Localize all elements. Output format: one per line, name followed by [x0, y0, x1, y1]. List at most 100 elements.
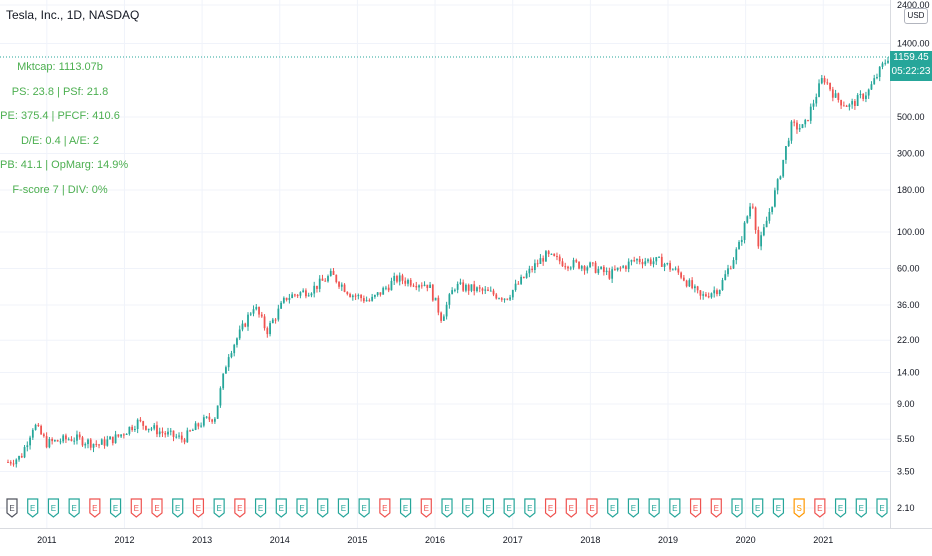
earnings-marker-label: E — [776, 504, 781, 513]
time-axis[interactable]: 2011 2012 2013 2014 2015 2016 2017 2018 2019 2020… — [0, 528, 932, 551]
earnings-marker[interactable]: E — [172, 498, 184, 518]
earnings-marker[interactable]: E — [565, 498, 577, 518]
candle-body — [859, 94, 862, 96]
candle-body — [305, 290, 307, 297]
candle-body — [815, 96, 818, 104]
earnings-marker[interactable]: E — [814, 498, 826, 518]
candle-body — [249, 313, 252, 315]
candle-body — [233, 344, 236, 354]
earnings-marker[interactable]: E — [462, 498, 474, 518]
candle-body — [710, 293, 713, 298]
earnings-marker[interactable]: E — [482, 498, 495, 518]
earnings-marker[interactable]: E — [358, 498, 370, 518]
earnings-marker[interactable]: E — [503, 498, 515, 518]
earnings-marker[interactable]: E — [68, 498, 80, 518]
candle-body — [845, 105, 848, 107]
earnings-marker-label: E — [154, 504, 159, 513]
candle-body — [506, 298, 509, 300]
year-tick-label: 2011 — [37, 535, 56, 545]
candle-body — [776, 179, 779, 191]
earnings-marker[interactable]: E — [524, 498, 536, 518]
candle-body — [280, 302, 283, 309]
earnings-marker[interactable]: E — [6, 498, 18, 518]
earnings-marker[interactable]: E — [731, 498, 743, 518]
candle-body — [398, 275, 401, 282]
candle-body — [26, 445, 29, 448]
earnings-marker[interactable]: E — [399, 498, 412, 518]
earnings-marker[interactable]: E — [607, 498, 619, 518]
earnings-marker[interactable]: E — [296, 498, 308, 518]
symbol-title[interactable]: Tesla, Inc., 1D, NASDAQ — [6, 8, 140, 22]
earnings-marker[interactable]: E — [689, 498, 702, 518]
candle-body — [205, 416, 208, 418]
candle-body — [365, 300, 368, 302]
earnings-marker[interactable]: E — [317, 498, 329, 518]
candle-body — [655, 257, 658, 262]
currency-button[interactable]: USD — [904, 8, 928, 24]
candle-body — [142, 421, 145, 426]
candle-body — [757, 229, 760, 247]
earnings-marker-label: E — [258, 504, 263, 513]
earnings-marker-label: E — [672, 504, 677, 513]
candle-body — [613, 269, 616, 271]
earnings-marker[interactable]: E — [420, 498, 432, 518]
candle-body — [213, 418, 216, 422]
candle-body — [771, 206, 774, 212]
candle-body — [633, 260, 636, 262]
candle-body — [773, 190, 776, 207]
earnings-marker[interactable]: E — [710, 498, 722, 518]
earnings-marker-label: E — [341, 504, 346, 513]
candle-body — [247, 314, 249, 327]
candle-body — [354, 295, 357, 297]
earnings-marker[interactable]: E — [109, 498, 122, 518]
earnings-marker[interactable]: E — [772, 498, 785, 518]
candle-body — [818, 83, 820, 97]
earnings-marker[interactable]: E — [130, 498, 142, 518]
earnings-marker[interactable]: E — [627, 498, 640, 518]
earnings-marker[interactable]: E — [254, 498, 267, 518]
candle-body — [473, 284, 476, 292]
candle-body — [56, 440, 59, 442]
earnings-marker-label: E — [569, 504, 574, 513]
candle-body — [415, 286, 418, 288]
candle-body — [572, 260, 575, 268]
candle-body — [448, 294, 451, 305]
earnings-marker[interactable]: E — [876, 498, 888, 518]
candle-body — [636, 259, 638, 261]
candle-body — [258, 306, 260, 315]
earnings-marker[interactable]: E — [648, 498, 660, 518]
earnings-marker[interactable]: E — [234, 498, 246, 518]
candle-body — [583, 266, 586, 271]
earnings-marker[interactable]: E — [669, 498, 681, 518]
candle-body — [707, 296, 710, 298]
earnings-marker[interactable]: E — [151, 498, 163, 518]
candle-body — [456, 283, 459, 290]
price-axis[interactable]: 2400.00 1400.00 500.00 300.00 180.00 100.00 60… — [890, 0, 932, 528]
candle-body — [804, 119, 807, 125]
candle-body — [531, 268, 534, 270]
earnings-marker[interactable]: E — [275, 498, 287, 518]
earnings-marker[interactable]: E — [834, 498, 847, 518]
earnings-marker[interactable]: E — [586, 498, 598, 518]
candle-body — [807, 119, 809, 121]
candle-body — [62, 435, 65, 442]
earnings-marker[interactable]: E — [89, 498, 101, 518]
candle-body — [277, 308, 280, 320]
earnings-marker[interactable]: E — [337, 498, 350, 518]
earnings-marker[interactable]: E — [441, 498, 453, 518]
earnings-marker[interactable]: E — [27, 498, 39, 518]
earnings-marker[interactable]: E — [47, 498, 60, 518]
price-tick-label: 14.00 — [897, 367, 920, 377]
earnings-marker[interactable]: E — [855, 498, 867, 518]
candle-body — [564, 266, 567, 268]
earnings-marker[interactable]: S — [793, 498, 805, 518]
candle-body — [158, 431, 161, 435]
earnings-marker[interactable]: E — [192, 498, 205, 518]
earnings-marker[interactable]: E — [379, 498, 391, 518]
earnings-marker[interactable]: E — [544, 498, 557, 518]
candle-body — [401, 275, 404, 281]
earnings-marker[interactable]: E — [752, 498, 764, 518]
earnings-marker[interactable]: E — [213, 498, 225, 518]
